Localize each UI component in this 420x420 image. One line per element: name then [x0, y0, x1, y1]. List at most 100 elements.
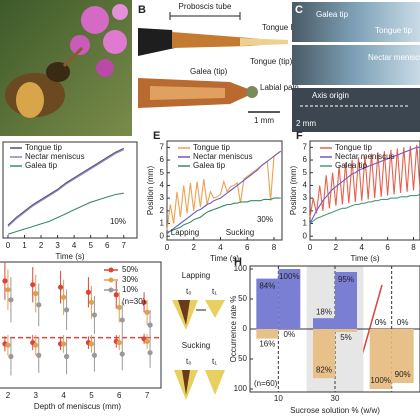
series-line — [7, 149, 125, 227]
legend-label: Galea tip — [25, 161, 58, 170]
label: Galea tip — [316, 10, 349, 19]
data-point — [5, 287, 11, 293]
series-line — [309, 144, 420, 218]
video-frames: C Galea tip Tongue tip Nectar meniscus A… — [292, 2, 420, 132]
bar — [335, 329, 357, 332]
scale-bar: 1 mm — [254, 116, 274, 125]
x-tick-label: 0 — [308, 243, 313, 252]
x-tick-label: 2 — [39, 241, 44, 250]
x-tick-label: 10 — [274, 394, 283, 403]
data-point — [147, 322, 153, 328]
label: Proboscis tube — [179, 2, 232, 11]
y-tick-label: 1 — [303, 219, 308, 228]
y-axis-label: Occurrence rate % — [229, 296, 238, 363]
legend-swatch — [108, 267, 114, 273]
label: Labial palp — [260, 83, 299, 92]
data-point — [88, 299, 95, 305]
bar — [278, 269, 301, 329]
x-tick-label: 2 — [334, 243, 339, 252]
data-point — [116, 304, 122, 310]
panel-letter: H — [234, 256, 242, 268]
value-label: 16% — [259, 340, 275, 349]
value-label: 95% — [338, 275, 354, 284]
x-tick-label: 8 — [272, 243, 277, 252]
label: Galea (tip) — [190, 67, 228, 76]
legend-label: Nectar meniscus — [25, 152, 85, 161]
x-tick-label: 6 — [105, 241, 110, 250]
value-label: 0% — [284, 330, 296, 339]
bar — [313, 318, 335, 329]
data-point — [63, 307, 70, 313]
y-tick-label: 0 — [160, 231, 165, 240]
panel-letter: C — [295, 4, 303, 16]
label: Axis origin — [312, 91, 349, 100]
panel-letter: F — [296, 130, 303, 142]
tongue-diagram: B Proboscis tube Tongue hairs Galea (tip… — [138, 2, 308, 125]
y-tick-label: 0 — [243, 324, 248, 333]
legend-swatch — [108, 277, 114, 283]
bar — [369, 329, 392, 389]
bee-photo — [0, 0, 132, 136]
label: Lapping — [182, 271, 210, 280]
plot-frame — [166, 140, 283, 241]
note: (n=60) — [254, 379, 278, 388]
legend-label: Nectar meniscus — [193, 152, 253, 161]
x-axis-label: Time (s) — [55, 252, 84, 261]
x-tick-label: 7 — [145, 391, 150, 400]
y-tick-label: 1 — [160, 219, 165, 228]
y-tick-label: 50 — [238, 354, 247, 363]
value-label: 100% — [279, 272, 299, 281]
y-tick-label: 5 — [160, 168, 165, 177]
data-point — [60, 294, 67, 300]
value-label: 0% — [397, 318, 409, 327]
bar — [335, 272, 357, 329]
data-point — [57, 284, 64, 290]
x-tick-label: 7 — [122, 241, 127, 250]
label: Tongue tip — [375, 26, 412, 35]
value-label: 82% — [316, 365, 332, 374]
legend-label: 50% — [122, 265, 138, 274]
x-tick-label: 4 — [61, 391, 66, 400]
data-point — [141, 299, 147, 305]
x-tick-label: 30 — [331, 394, 340, 403]
x-tick-label: 8 — [411, 243, 416, 252]
data-point — [8, 297, 14, 303]
legend-swatch — [108, 287, 114, 293]
y-tick-label: 7 — [160, 142, 165, 151]
x-tick-label: 1 — [22, 241, 27, 250]
x-axis-label: Sucrose solution % (w/w) — [290, 406, 380, 415]
y-tick-label: 4 — [160, 181, 165, 190]
x-tick-label: 0 — [165, 243, 170, 252]
bar — [256, 278, 279, 329]
legend-label: 30% — [122, 275, 138, 284]
data-point — [2, 278, 8, 284]
x-axis-label: Time (s) — [210, 254, 239, 263]
series-line — [166, 150, 282, 233]
x-tick-label: 6 — [385, 243, 390, 252]
x-axis-label: Time (s) — [350, 254, 379, 263]
y-tick-label: 100 — [234, 384, 248, 393]
data-point — [63, 353, 70, 360]
y-tick-label: 6 — [303, 155, 308, 164]
value-label: 84% — [259, 282, 275, 291]
label: Tongue (tip) — [250, 57, 293, 66]
series-line — [309, 146, 420, 224]
y-tick-label: 4 — [303, 181, 308, 190]
x-tick-label: 4 — [218, 243, 223, 252]
x-tick-label: 5 — [88, 241, 93, 250]
x-tick-label: 6 — [245, 243, 250, 252]
data-point — [36, 302, 42, 308]
plot-frame — [0, 261, 162, 389]
panel-letter: B — [138, 4, 146, 16]
value-label: 5% — [340, 333, 352, 342]
y-tick-label: 5 — [303, 168, 308, 177]
plot-frame — [309, 140, 420, 241]
y-tick-label: 50 — [238, 294, 247, 303]
data-point — [36, 352, 42, 358]
value-label: 0% — [375, 318, 387, 327]
annotation: Sucking — [226, 228, 254, 237]
series-line — [7, 192, 124, 235]
data-point — [60, 341, 67, 347]
legend-label: Galea tip — [193, 161, 226, 170]
label: Sucking — [182, 341, 210, 350]
